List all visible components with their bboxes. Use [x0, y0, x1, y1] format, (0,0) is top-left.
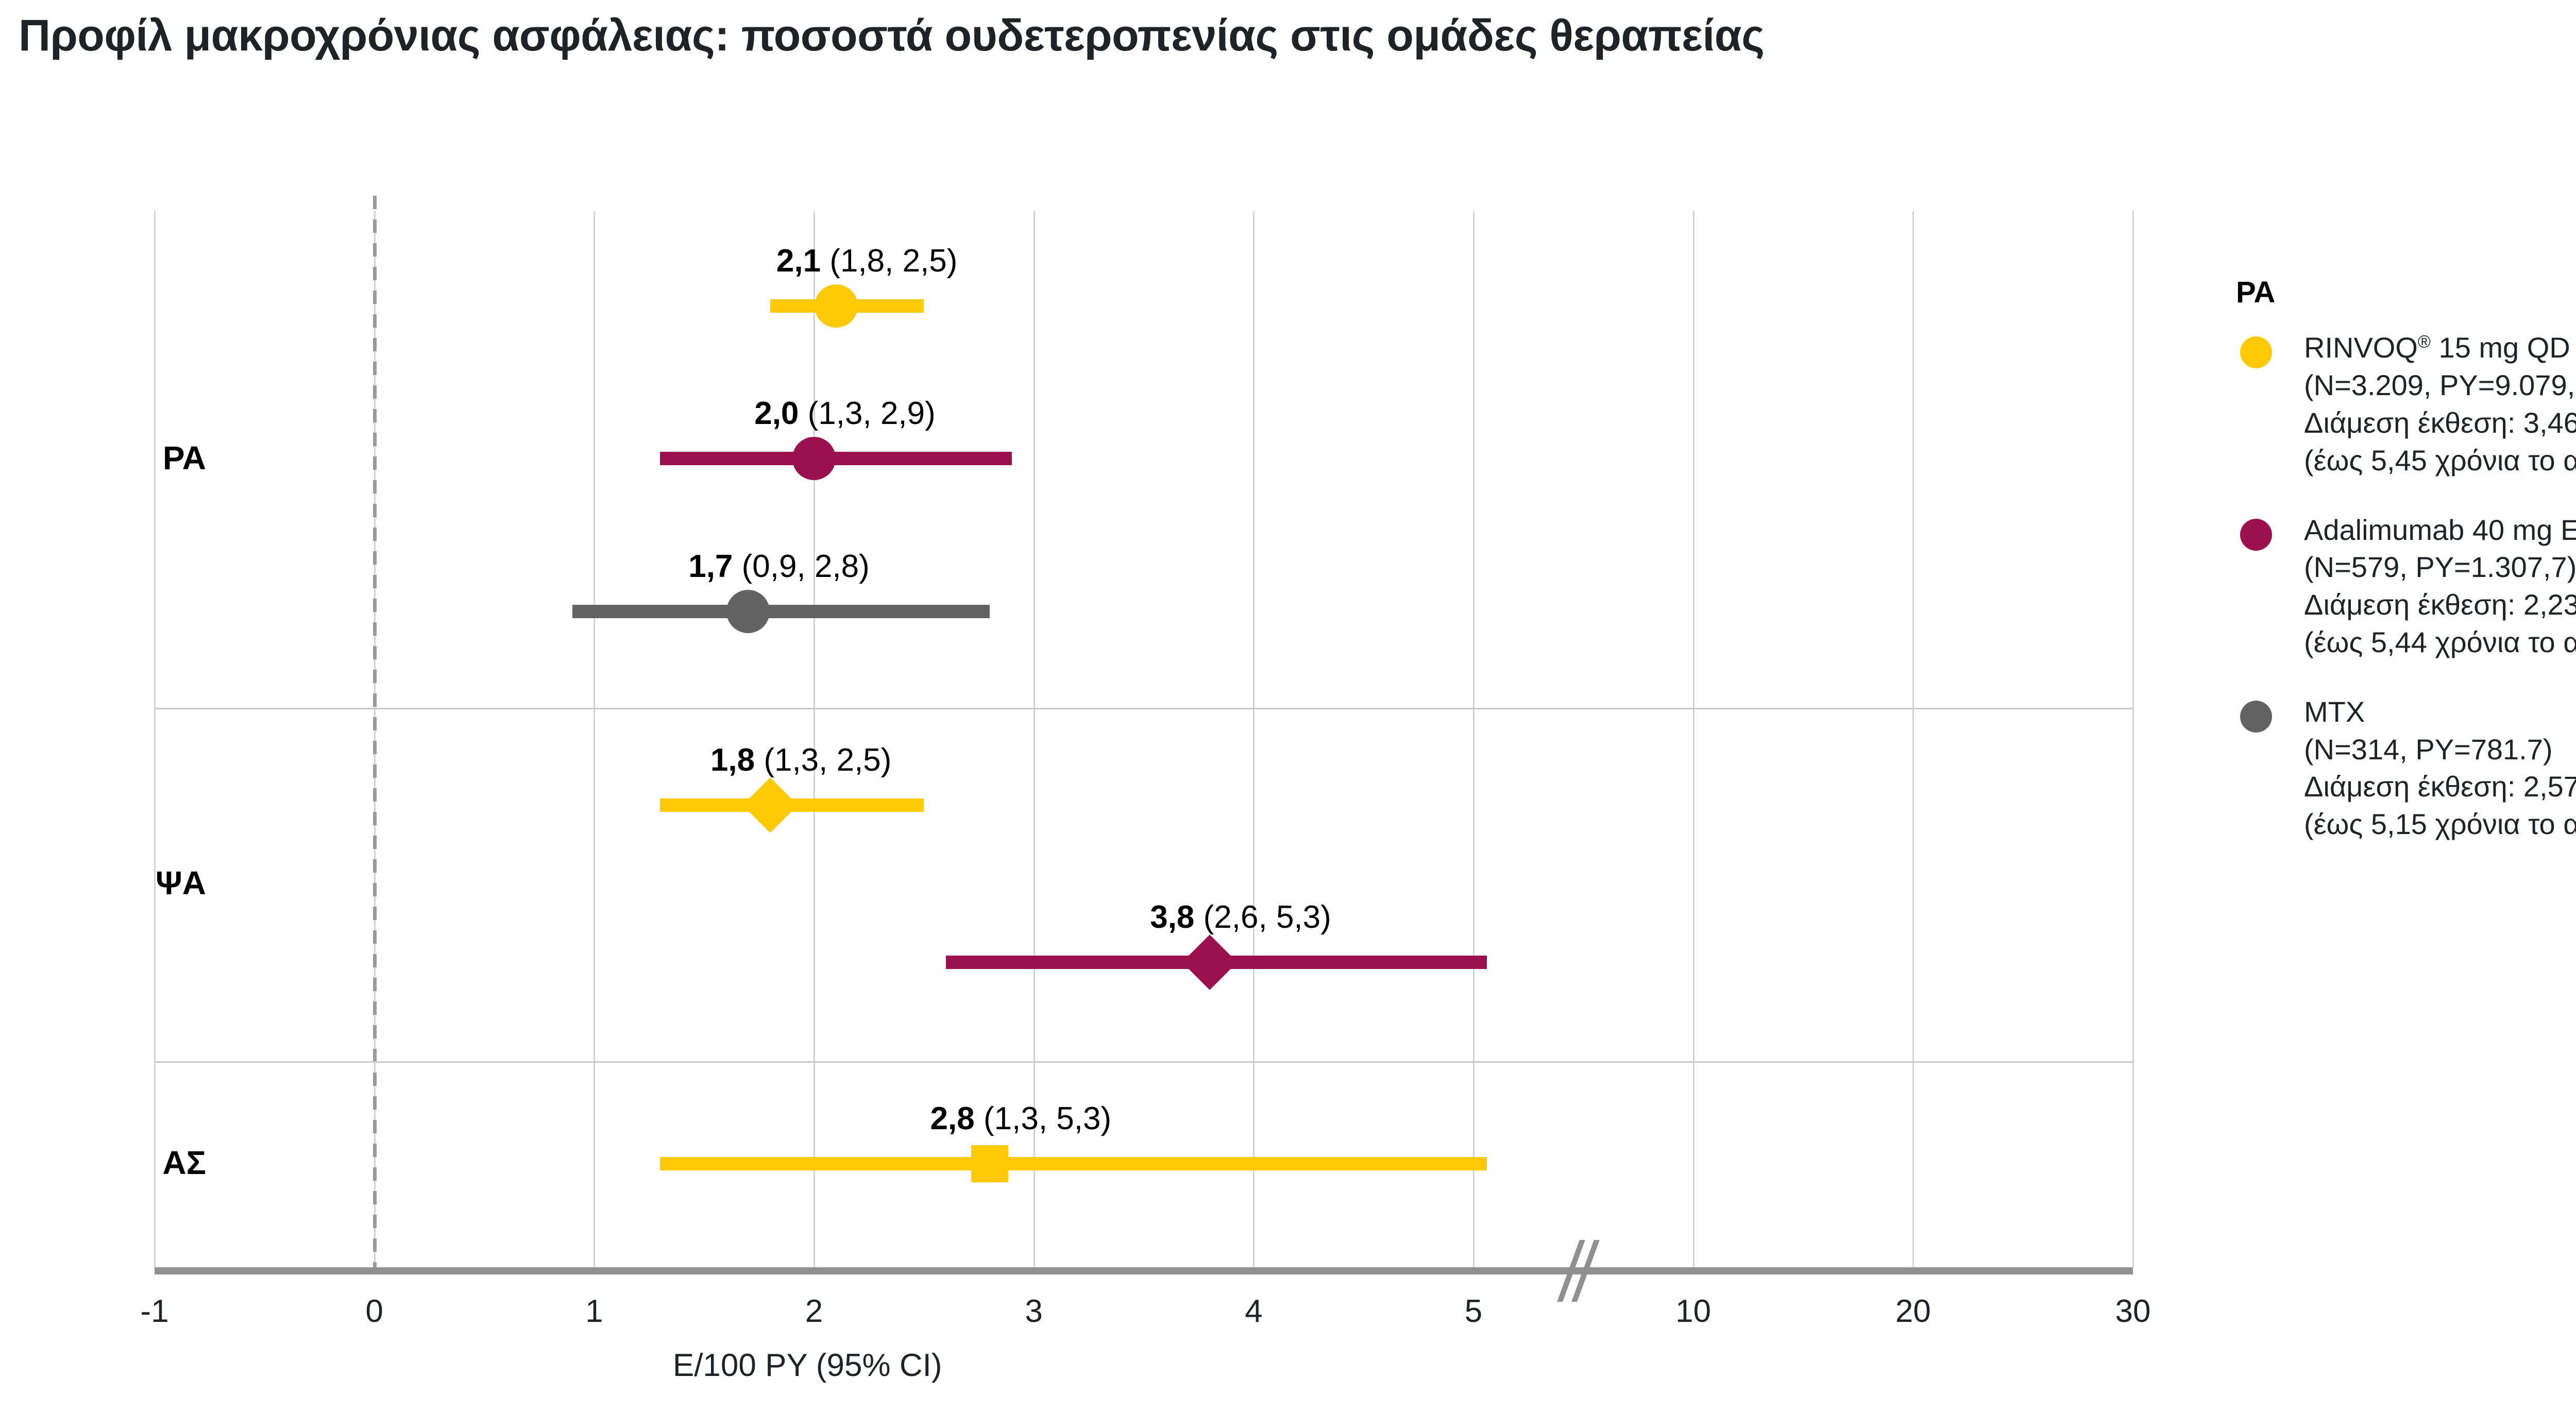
legend-median-exposure: Διάμεση έκθεση: 3,46 χρόνια [2304, 406, 2576, 439]
legend-treatment-name: Adalimumab 40 mg EOW [2304, 513, 2576, 546]
x-axis-tick-label: 5 [1464, 1294, 1483, 1329]
category-separator [155, 707, 2133, 709]
x-axis-tick-label: 4 [1245, 1294, 1263, 1329]
legend-column-ra: ΡΑ RINVOQ® 15 mg QD (N=3.209, PY=9.079,1)… [2236, 273, 2576, 875]
data-point-marker-circle[interactable] [726, 589, 770, 633]
gridline [1912, 211, 1914, 1267]
legend-max-exposure: (έως 5,44 χρόνια το ανώτερο) [2304, 625, 2576, 658]
legend-item[interactable]: RINVOQ® 15 mg QD (N=3.209, PY=9.079,1) Διά… [2236, 329, 2576, 479]
x-axis-tick-label: 3 [1025, 1294, 1043, 1329]
gridline [1253, 211, 1255, 1267]
x-axis-tick-label: 2 [805, 1294, 823, 1329]
gridline [814, 211, 815, 1267]
data-point-label: 3,8 (2,6, 5,3) [1150, 899, 1331, 935]
legend-n-py: (N=3.209, PY=9.079,1) [2304, 369, 2576, 402]
data-point-label: 2,0 (1,3, 2,9) [754, 396, 936, 432]
axis-break-icon [1557, 1240, 1601, 1302]
page-title: Προφίλ μακροχρόνιας ασφάλειας: ποσοστά ο… [19, 11, 1765, 60]
x-axis-tick-label: 20 [1895, 1294, 1931, 1329]
x-axis-tick-label: 10 [1675, 1294, 1711, 1329]
confidence-interval-bar [572, 604, 990, 618]
data-point-label: 2,1 (1,8, 2,5) [776, 243, 958, 279]
gridline [1033, 211, 1035, 1267]
gridline [2132, 211, 2134, 1267]
x-axis-tick-label: 0 [365, 1294, 383, 1329]
data-point-label: 2,8 (1,3, 5,3) [930, 1100, 1112, 1136]
x-axis-line [155, 1267, 2133, 1274]
data-point-marker-diamond[interactable] [1182, 934, 1238, 990]
legend-swatch-circle-icon [2240, 336, 2272, 369]
legend-median-exposure: Διάμεση έκθεση: 2,23 χρόνια [2304, 588, 2576, 621]
gridline [154, 211, 156, 1267]
forest-plot-chart: -1 0 1 2 3 4 5 10 20 30 E/100 PY (95% CI) 2,1 (1,8,… [0, 196, 2215, 1383]
legend-n-py: (N=579, PY=1.307,7) [2304, 551, 2576, 584]
legend-treatment-name: MTX [2304, 695, 2365, 728]
data-point-marker-circle[interactable] [814, 284, 858, 328]
legend-max-exposure: (έως 5,45 χρόνια το ανώτερο) [2304, 444, 2576, 477]
x-axis-title: E/100 PY (95% CI) [672, 1348, 942, 1383]
legend-n-py: (N=314, PY=781.7) [2304, 733, 2553, 766]
x-axis-tick-label: -1 [140, 1294, 169, 1329]
plot-area: -1 0 1 2 3 4 5 10 20 30 E/100 PY (95% CI) 2,1 (1,8,… [140, 196, 2150, 1383]
legend-swatch-circle-icon [2240, 518, 2272, 551]
confidence-interval-bar [660, 452, 1012, 466]
y-axis-category-label: ΑΣ [162, 1144, 206, 1182]
zero-reference-line [372, 196, 377, 1272]
gridline [594, 211, 596, 1267]
legend-item[interactable]: Adalimumab 40 mg EOW (N=579, PY=1.307,7) Δ… [2236, 512, 2576, 661]
gridline [1473, 211, 1475, 1267]
legend-max-exposure: (έως 5,15 χρόνια το ανώτερο) [2304, 808, 2576, 841]
data-point-marker-diamond[interactable] [742, 777, 798, 833]
legend-item[interactable]: MTX (N=314, PY=781.7) Διάμεση έκθεση: 2,57… [2236, 693, 2576, 843]
data-point-label: 1,7 (0,9, 2,8) [688, 548, 870, 584]
data-point-marker-square[interactable] [971, 1145, 1009, 1182]
x-axis-tick-label: 1 [585, 1294, 603, 1329]
category-separator [155, 1061, 2133, 1063]
legend-treatment-name: RINVOQ® 15 mg QD [2304, 331, 2570, 364]
legend-median-exposure: Διάμεση έκθεση: 2,57 χρόνια [2304, 770, 2576, 803]
gridline [1692, 211, 1694, 1267]
x-axis-tick-label: 30 [2115, 1294, 2151, 1329]
y-axis-category-label: ΨΑ [156, 864, 206, 902]
legend-heading-ra: ΡΑ [2236, 276, 2276, 309]
legend-swatch-circle-icon [2240, 700, 2272, 733]
y-axis-category-label: ΡΑ [162, 439, 206, 477]
confidence-interval-bar [660, 1157, 1487, 1170]
data-point-marker-circle[interactable] [792, 437, 836, 481]
data-point-label: 1,8 (1,3, 2,5) [710, 742, 892, 778]
